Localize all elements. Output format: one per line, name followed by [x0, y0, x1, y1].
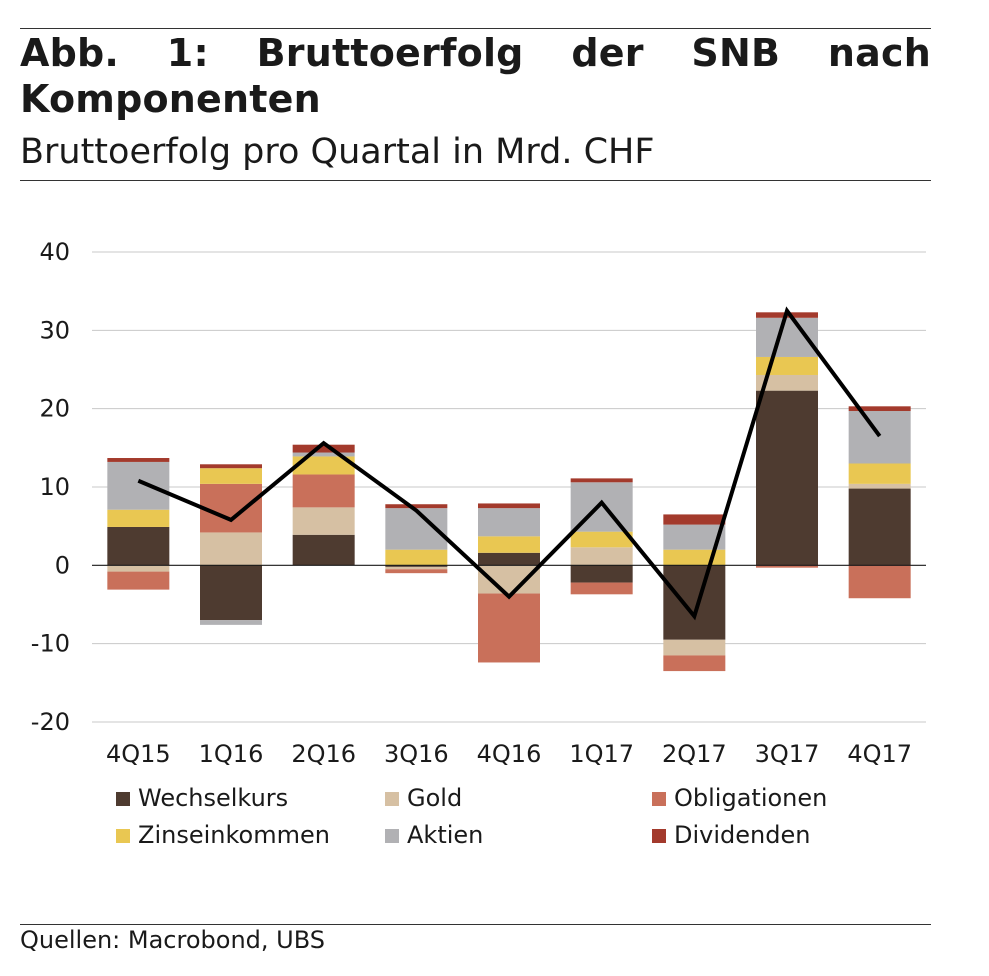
- legend: Wechselkurs Gold Obligationen Zinseinkommen…: [116, 784, 827, 849]
- y-tick-label: 0: [55, 551, 70, 579]
- bar-segment-dividenden: [848, 406, 911, 412]
- bar-segment-wechselkurs: [292, 534, 355, 566]
- x-tick-label: 1Q16: [199, 740, 264, 768]
- bar-segment-aktien: [200, 620, 262, 625]
- bar-segment-wechselkurs: [385, 565, 448, 567]
- bar-segment-zinseinkommen: [478, 536, 540, 553]
- x-tick-label: 3Q17: [755, 740, 820, 768]
- bar-segment-aktien: [107, 461, 170, 510]
- source-note: Quellen: Macrobond, UBS: [20, 926, 325, 954]
- legend-swatch-aktien: [385, 829, 399, 843]
- legend-swatch-dividenden: [652, 829, 666, 843]
- bar-segment-dividenden: [570, 478, 633, 483]
- y-tick-label: -10: [31, 630, 70, 658]
- bar-segment-dividenden: [292, 444, 355, 453]
- legend-label-dividenden: Dividenden: [674, 821, 810, 849]
- x-tick-label: 4Q15: [106, 740, 171, 768]
- bar-segment-gold: [663, 639, 726, 656]
- y-tick-label: 40: [39, 238, 70, 266]
- legend-swatch-wechselkurs: [116, 792, 130, 806]
- x-tick-label: 3Q16: [384, 740, 449, 768]
- bar-segment-aktien: [848, 411, 911, 464]
- chart-title: Abb. 1: Bruttoerfolg der SNB nach Kompon…: [20, 31, 931, 121]
- bar-segment-gold: [200, 532, 262, 566]
- bar-segment-gold: [756, 374, 818, 391]
- bar-segment-obligationen: [756, 565, 818, 568]
- bar-segment-wechselkurs: [663, 565, 726, 640]
- total-line-path: [137, 306, 882, 621]
- bar-segment-gold: [292, 507, 355, 535]
- legend-label-aktien: Aktien: [407, 821, 483, 849]
- x-tick-label: 1Q17: [569, 740, 634, 768]
- bar-segment-dividenden: [107, 458, 170, 462]
- top-rule: [20, 28, 931, 29]
- legend-label-gold: Gold: [407, 784, 462, 812]
- bar-segment-dividenden: [478, 503, 540, 509]
- bar-segment-obligationen: [385, 569, 448, 574]
- bar-segment-obligationen: [200, 483, 262, 533]
- y-tick-label: -20: [31, 708, 70, 736]
- legend-swatch-zinseinkommen: [116, 829, 130, 843]
- x-tick-labels: 4Q15 1Q16 2Q16 3Q16 4Q16 1Q17 2Q17 3Q17 4Q17: [106, 740, 912, 768]
- legend-swatch-gold: [385, 792, 399, 806]
- bar-segment-dividenden: [200, 464, 262, 469]
- bar-segment-aktien: [292, 452, 355, 457]
- legend-label-zinseinkommen: Zinseinkommen: [138, 821, 330, 849]
- bar-segment-gold: [385, 566, 448, 570]
- x-tick-label: 2Q16: [291, 740, 356, 768]
- bar-segment-obligationen: [478, 593, 540, 663]
- legend-swatch-obligationen: [652, 792, 666, 806]
- footer-rule: [20, 924, 931, 925]
- bar-segment-gold: [478, 565, 540, 594]
- bar-segment-dividenden: [663, 514, 726, 525]
- bar-segment-gold: [570, 547, 633, 566]
- bars: [107, 312, 911, 672]
- bar-segment-zinseinkommen: [107, 509, 170, 527]
- x-tick-label: 4Q16: [477, 740, 542, 768]
- bar-segment-dividenden: [385, 504, 448, 509]
- bar-segment-gold: [107, 565, 170, 572]
- bar-segment-obligationen: [107, 571, 170, 590]
- bar-segment-obligationen: [848, 565, 911, 599]
- bar-segment-zinseinkommen: [200, 468, 262, 484]
- y-tick-label: 10: [39, 473, 70, 501]
- chart-subtitle: Bruttoerfolg pro Quartal in Mrd. CHF: [20, 132, 655, 172]
- legend-label-obligationen: Obligationen: [674, 784, 827, 812]
- legend-label-wechselkurs: Wechselkurs: [138, 784, 288, 812]
- bar-segment-zinseinkommen: [848, 463, 911, 484]
- header-rule: [20, 180, 931, 181]
- y-tick-label: 30: [39, 316, 70, 344]
- bar-segment-wechselkurs: [107, 526, 170, 566]
- bar-segment-obligationen: [570, 582, 633, 595]
- bar-segment-zinseinkommen: [570, 531, 633, 548]
- x-tick-label: 4Q17: [847, 740, 912, 768]
- total-line: [137, 306, 882, 621]
- bar-segment-wechselkurs: [478, 552, 540, 566]
- bar-segment-wechselkurs: [570, 565, 633, 583]
- y-tick-labels: -20 -10 0 10 20 30 40: [31, 238, 70, 736]
- bar-segment-zinseinkommen: [385, 549, 448, 566]
- bar-segment-obligationen: [292, 474, 355, 508]
- bar-segment-wechselkurs: [848, 488, 911, 566]
- bar-segment-zinseinkommen: [292, 456, 355, 475]
- bar-segment-zinseinkommen: [663, 549, 726, 566]
- bar-segment-aktien: [478, 508, 540, 537]
- y-tick-label: 20: [39, 395, 70, 423]
- bar-segment-obligationen: [663, 655, 726, 672]
- x-tick-label: 2Q17: [662, 740, 727, 768]
- bar-segment-gold: [848, 483, 911, 489]
- bar-segment-zinseinkommen: [756, 356, 818, 375]
- bar-segment-wechselkurs: [756, 390, 818, 566]
- bar-segment-wechselkurs: [200, 565, 262, 621]
